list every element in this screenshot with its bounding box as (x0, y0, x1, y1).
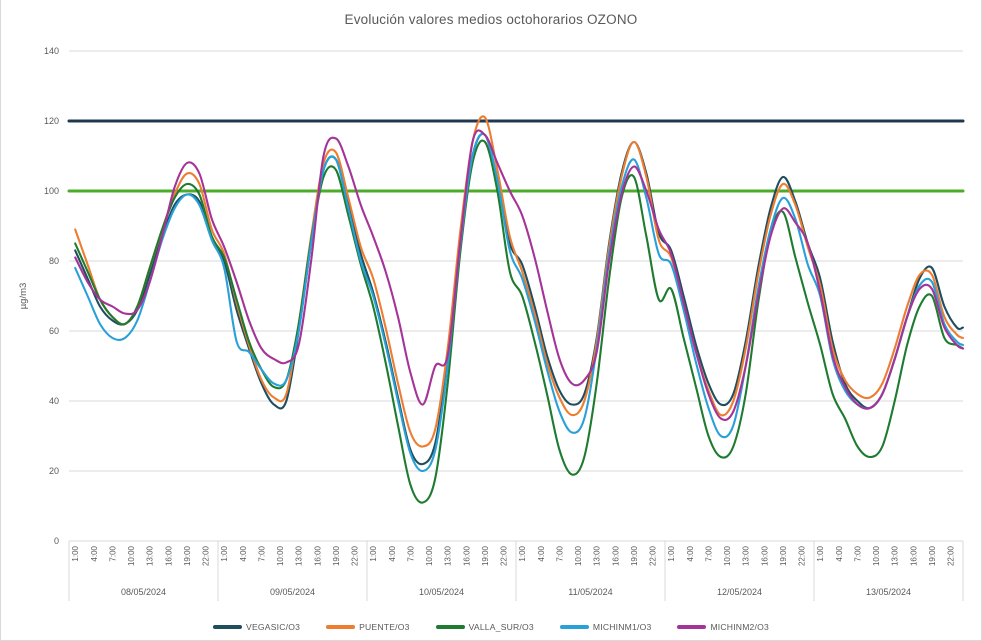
x-axis-hour-label: 13:00 (444, 545, 453, 566)
legend-item-vegasic-o3: VEGASIC/O3 (213, 622, 300, 632)
legend-label: MICHINM2/O3 (710, 622, 769, 632)
y-axis-title: µg/m3 (18, 283, 29, 310)
y-axis-tick-label: 40 (49, 396, 59, 406)
x-axis-hour-label: 22:00 (947, 545, 956, 566)
legend-swatch (326, 625, 356, 629)
x-axis-day-label: 12/05/2024 (717, 587, 762, 597)
x-axis-hour-label: 4:00 (388, 545, 397, 561)
legend-item-michinm2-o3: MICHINM2/O3 (677, 622, 769, 632)
x-axis-hour-label: 4:00 (686, 545, 695, 561)
x-axis-hour-label: 13:00 (295, 545, 304, 566)
x-axis-hour-label: 7:00 (108, 545, 117, 561)
x-axis-hour-label: 7:00 (555, 545, 564, 561)
x-axis-hour-label: 22:00 (202, 545, 211, 566)
x-axis-hour-label: 7:00 (406, 545, 415, 561)
x-axis-hour-label: 19:00 (630, 545, 639, 566)
x-axis-hour-label: 1:00 (220, 545, 229, 561)
x-axis-hour-label: 10:00 (723, 545, 732, 566)
y-axis-tick-label: 100 (44, 186, 59, 196)
legend-item-puente-o3: PUENTE/O3 (326, 622, 410, 632)
x-axis-day-label: 08/05/2024 (121, 587, 166, 597)
series-line-puente-o3 (74, 115, 965, 448)
series-line-michinm2-o3 (74, 129, 965, 421)
x-axis-hour-label: 22:00 (351, 545, 360, 566)
x-axis-hour-label: 7:00 (853, 545, 862, 561)
x-axis-hour-label: 13:00 (593, 545, 602, 566)
x-axis-hour-label: 7:00 (704, 545, 713, 561)
x-axis-hour-label: 19:00 (183, 545, 192, 566)
x-axis-hour-label: 13:00 (742, 545, 751, 566)
x-axis-hour-label: 4:00 (90, 545, 99, 561)
x-axis-hour-label: 16:00 (760, 545, 769, 566)
legend-item-michinm1-o3: MICHINM1/O3 (559, 622, 652, 632)
x-axis-hour-label: 16:00 (909, 545, 918, 566)
x-axis-hour-label: 1:00 (369, 545, 378, 561)
x-axis-hour-label: 13:00 (146, 545, 155, 566)
x-axis-hour-label: 19:00 (779, 545, 788, 566)
x-axis-hour-label: 7:00 (257, 545, 266, 561)
legend-label: VALLA_SUR/O3 (468, 622, 534, 632)
series-line-vegasic-o3 (74, 132, 965, 466)
y-axis-tick-label: 140 (44, 46, 59, 56)
legend-swatch (677, 625, 707, 629)
y-axis-tick-label: 80 (49, 256, 59, 266)
chart-title: Evolución valores medios octohorarios OZ… (344, 12, 638, 27)
series-line-michinm1-o3 (74, 132, 965, 473)
x-axis-hour-label: 10:00 (127, 545, 136, 566)
x-axis-hour-label: 22:00 (500, 545, 509, 566)
x-axis-hour-label: 1:00 (518, 545, 527, 561)
x-axis-hour-label: 22:00 (798, 545, 807, 566)
legend-item-valla-sur-o3: VALLA_SUR/O3 (435, 622, 534, 632)
y-axis-tick-label: 60 (49, 326, 59, 336)
x-axis-day-label: 10/05/2024 (419, 587, 464, 597)
x-axis-hour-label: 10:00 (425, 545, 434, 566)
x-axis-hour-label: 19:00 (481, 545, 490, 566)
x-axis-day-label: 09/05/2024 (270, 587, 315, 597)
x-axis-hour-label: 19:00 (928, 545, 937, 566)
chart-legend: VEGASIC/O3 PUENTE/O3 VALLA_SUR/O3 MICHINM1/… (1, 622, 981, 632)
x-axis-hour-label: 4:00 (835, 545, 844, 561)
x-axis-hour-label: 13:00 (891, 545, 900, 566)
x-axis-day-label: 11/05/2024 (568, 587, 612, 597)
legend-swatch (559, 625, 589, 629)
x-axis-hour-label: 1:00 (816, 545, 825, 561)
x-axis-hour-label: 19:00 (332, 545, 341, 566)
legend-label: MICHINM1/O3 (592, 622, 652, 632)
x-axis-hour-label: 16:00 (462, 545, 471, 566)
legend-label: PUENTE/O3 (359, 622, 410, 632)
x-axis-hour-label: 16:00 (313, 545, 322, 566)
legend-swatch (435, 625, 465, 629)
x-axis-hour-label: 4:00 (537, 545, 546, 561)
x-axis-hour-label: 10:00 (276, 545, 285, 566)
x-axis-day-label: 13/05/2024 (866, 587, 911, 597)
x-axis-hour-label: 10:00 (872, 545, 881, 566)
x-axis-hour-label: 16:00 (611, 545, 620, 566)
y-axis-tick-label: 0 (54, 536, 59, 546)
y-axis-tick-label: 120 (44, 116, 59, 126)
x-axis-hour-label: 1:00 (71, 545, 80, 561)
x-axis-hour-label: 10:00 (574, 545, 583, 566)
x-axis-hour-label: 4:00 (239, 545, 248, 561)
x-axis-hour-label: 22:00 (649, 545, 658, 566)
x-axis-hour-label: 1:00 (667, 545, 676, 561)
y-axis-tick-label: 20 (49, 466, 59, 476)
series-line-valla-sur-o3 (74, 139, 965, 504)
legend-label: VEGASIC/O3 (246, 622, 301, 632)
legend-swatch (213, 625, 243, 629)
x-axis-hour-label: 16:00 (164, 545, 173, 566)
